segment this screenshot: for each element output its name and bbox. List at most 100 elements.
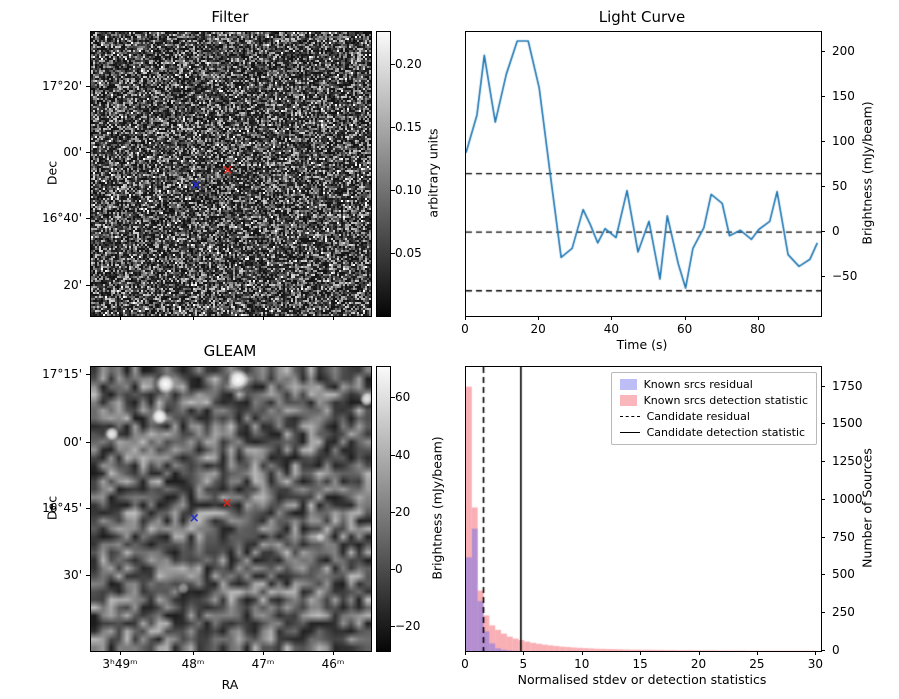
tick-label: 0.15	[395, 119, 422, 134]
tick-label: 0	[832, 224, 840, 239]
tick-mark	[821, 50, 825, 52]
tick-label: 20	[690, 657, 707, 671]
tick-mark	[821, 612, 825, 614]
legend-label: Candidate residual	[646, 410, 750, 423]
light-curve-plot	[465, 31, 822, 317]
marker-x: ×	[190, 177, 202, 193]
tick-label: 1000	[832, 491, 863, 506]
legend-entry-known-detstat: Known srcs detection statistic	[619, 394, 808, 407]
histogram-legend: Known srcs residual Known srcs detection…	[610, 372, 817, 445]
tick-label: −50	[832, 269, 858, 284]
tick-mark	[465, 651, 466, 655]
marker-x: ×	[188, 510, 200, 526]
legend-entry-known-residual: Known srcs residual	[619, 378, 808, 391]
tick-label: 200	[832, 43, 855, 58]
filter-image	[90, 31, 372, 317]
tick-mark	[86, 217, 90, 219]
tick-mark	[821, 461, 825, 463]
tick-label: 48ᵐ	[181, 657, 205, 671]
tick-mark	[821, 574, 825, 576]
tick-label: 46ᵐ	[321, 657, 345, 671]
marker-x: ×	[221, 496, 233, 512]
tick-label: 0	[461, 322, 469, 336]
tick-label: 1500	[832, 416, 863, 431]
tick-mark	[821, 536, 825, 538]
tick-mark	[86, 508, 90, 509]
tick-mark	[611, 316, 613, 320]
tick-label: 0	[395, 562, 403, 577]
tick-mark	[821, 650, 825, 651]
tick-label: 0	[461, 657, 469, 671]
tick-label: 20	[395, 504, 411, 519]
tick-mark	[391, 511, 395, 513]
tick-label: 47ᵐ	[251, 657, 275, 671]
legend-entry-candidate-residual: Candidate residual	[619, 410, 808, 423]
tick-mark	[391, 126, 395, 128]
tick-label: 1250	[832, 454, 863, 469]
filter-ylabel: Dec	[44, 160, 60, 186]
tick-mark	[86, 373, 90, 375]
tick-mark	[86, 151, 90, 153]
tick-mark	[263, 651, 265, 655]
tick-label: 10	[574, 657, 590, 671]
tick-mark	[815, 651, 817, 655]
tick-mark	[391, 190, 395, 192]
tick-label: 30	[807, 657, 823, 671]
tick-label: 15	[632, 657, 648, 671]
tick-label: 40	[603, 322, 620, 336]
tick-mark	[263, 316, 265, 320]
tick-label: 0	[832, 643, 840, 657]
light-curve-ylabel: Brightness (mJy/beam)	[859, 101, 875, 245]
filter-colorbar-label: arbitrary units	[425, 128, 441, 218]
tick-mark	[119, 651, 121, 655]
tick-mark	[684, 316, 686, 320]
tick-label: 500	[832, 567, 855, 582]
legend-patch-pink	[619, 395, 637, 406]
tick-mark	[757, 316, 759, 320]
tick-mark	[538, 316, 540, 320]
tick-mark	[391, 64, 395, 66]
tick-mark	[333, 651, 335, 655]
tick-label: 150	[832, 88, 855, 103]
legend-label: Known srcs residual	[643, 378, 753, 391]
gleam-image	[90, 366, 372, 652]
gleam-colorbar	[376, 366, 391, 652]
histogram-xlabel: Normalised stdev or detection statistics	[517, 672, 767, 687]
tick-mark	[821, 498, 825, 500]
tick-mark	[391, 396, 395, 398]
tick-label: −20	[395, 618, 421, 633]
legend-solid-line-icon	[619, 432, 640, 433]
legend-patch-blue	[619, 379, 637, 390]
tick-label: 50	[832, 179, 848, 194]
tick-label: 0.10	[395, 183, 422, 198]
legend-label: Known srcs detection statistic	[643, 394, 808, 407]
tick-label: 100	[832, 133, 855, 148]
tick-mark	[119, 316, 121, 320]
tick-mark	[821, 140, 825, 142]
tick-mark	[465, 316, 466, 320]
tick-mark	[333, 316, 335, 320]
tick-label: 20	[530, 322, 546, 336]
tick-mark	[391, 625, 395, 627]
tick-mark	[821, 423, 825, 425]
marker-x: ×	[222, 162, 234, 178]
light-curve-xlabel: Time (s)	[616, 337, 668, 352]
legend-dashed-line-icon	[619, 416, 640, 417]
tick-label: 25	[749, 657, 765, 671]
tick-mark	[391, 252, 395, 254]
tick-mark	[821, 385, 825, 387]
filter-title: Filter	[211, 8, 249, 26]
tick-label: 5	[519, 657, 528, 671]
tick-mark	[821, 186, 825, 188]
tick-label: 0.20	[395, 57, 422, 72]
legend-label: Candidate detection statistic	[646, 426, 806, 439]
filter-colorbar	[376, 31, 391, 317]
tick-label: 250	[832, 605, 855, 620]
tick-mark	[821, 231, 825, 233]
tick-mark	[193, 316, 195, 320]
tick-mark	[756, 651, 758, 655]
tick-mark	[581, 651, 583, 655]
tick-label: 17°15'	[42, 366, 82, 381]
tick-label: 750	[832, 529, 855, 544]
